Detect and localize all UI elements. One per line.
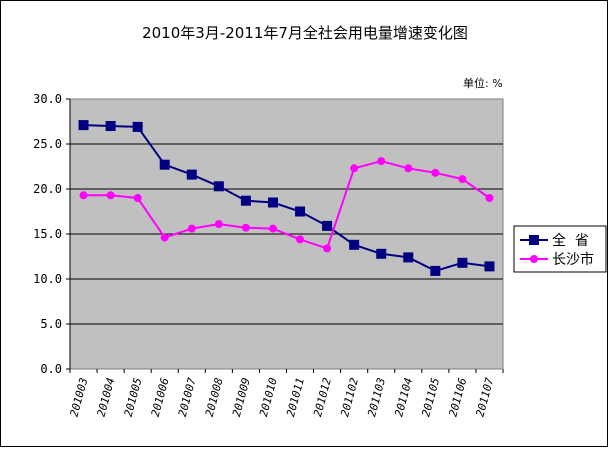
data-point <box>186 169 197 180</box>
data-point <box>106 191 115 200</box>
data-point <box>213 181 224 192</box>
data-point <box>458 175 467 184</box>
data-point <box>296 235 305 244</box>
data-point <box>268 224 277 233</box>
data-point <box>485 194 494 202</box>
data-point <box>457 257 468 268</box>
data-point <box>484 261 495 272</box>
y-tick-label: 30.0 <box>33 92 62 106</box>
data-point <box>240 195 251 206</box>
data-point <box>241 223 250 232</box>
data-point <box>78 120 89 131</box>
data-point <box>133 194 142 202</box>
legend-label-quansheng: 全 省 <box>552 232 589 249</box>
data-point <box>105 121 116 131</box>
data-point <box>376 248 387 259</box>
data-point <box>349 239 360 250</box>
data-point <box>79 191 88 200</box>
data-point <box>404 164 413 173</box>
data-point <box>160 233 169 242</box>
y-tick-label: 0.0 <box>40 362 62 376</box>
legend-box <box>513 225 607 273</box>
data-point <box>323 244 332 253</box>
series-line <box>83 124 490 272</box>
data-point <box>267 197 278 208</box>
unit-label: 单位: % <box>463 76 503 90</box>
y-tick-label: 10.0 <box>33 272 62 286</box>
series-line <box>83 160 491 250</box>
data-point <box>430 265 441 276</box>
chart-title: 2010年3月-2011年7月全社会用电量增速变化图 <box>142 24 468 42</box>
legend-marker-changsha <box>530 255 538 263</box>
legend: 全 省 长沙市 <box>513 225 607 273</box>
data-point <box>132 121 143 132</box>
data-point <box>431 168 440 177</box>
series-1 <box>79 157 494 253</box>
data-point <box>350 164 359 173</box>
y-tick-label: 15.0 <box>33 227 62 241</box>
series-0 <box>78 120 495 276</box>
data-point <box>403 252 414 263</box>
legend-label-changsha: 长沙市 <box>552 251 594 268</box>
y-tick-label: 20.0 <box>33 182 62 196</box>
data-point <box>377 157 386 166</box>
y-tick-label: 25.0 <box>33 137 62 151</box>
data-point <box>187 224 196 233</box>
legend-marker-quansheng <box>529 235 539 245</box>
data-point <box>322 220 333 231</box>
series-layer <box>78 120 495 276</box>
data-point <box>214 220 223 229</box>
data-point <box>159 159 170 170</box>
y-tick-label: 5.0 <box>40 317 62 331</box>
y-axis-ticks: 30.0 25.0 20.0 15.0 10.0 5.0 0.0 <box>33 92 71 376</box>
data-point <box>295 206 306 217</box>
